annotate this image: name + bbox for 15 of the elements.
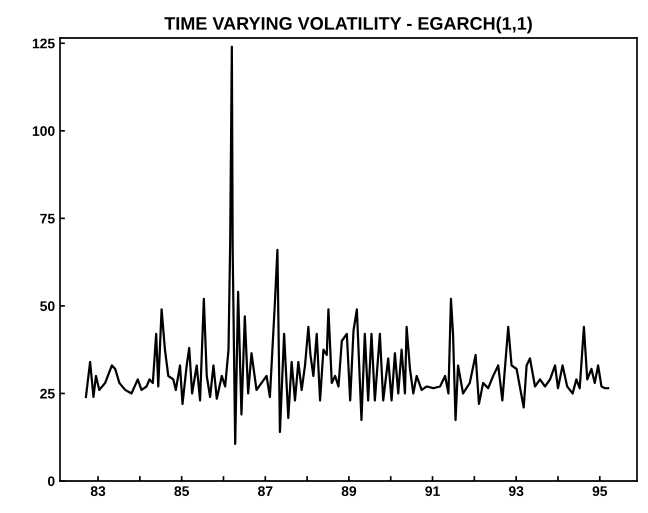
y-tick-label: 25 bbox=[40, 388, 55, 399]
y-tick-label: 0 bbox=[48, 476, 55, 486]
x-tick-label: 89 bbox=[342, 486, 356, 496]
x-tick-label: 83 bbox=[90, 486, 106, 496]
y-tick-label: 100 bbox=[32, 126, 55, 136]
y-tick-label: 125 bbox=[32, 38, 55, 48]
x-tick-label: 85 bbox=[174, 486, 190, 496]
x-tick-label: 87 bbox=[258, 486, 272, 496]
x-tick-label: 95 bbox=[592, 486, 608, 496]
y-tick-label: 50 bbox=[40, 301, 55, 312]
x-tick-label: 91 bbox=[425, 486, 440, 496]
x-tick-label: 93 bbox=[508, 486, 524, 496]
y-tick-label: 75 bbox=[40, 214, 55, 224]
chart-title: TIME VARYING VOLATILITY - EGARCH(1,1) bbox=[164, 16, 532, 34]
line-series bbox=[84, 46, 610, 445]
